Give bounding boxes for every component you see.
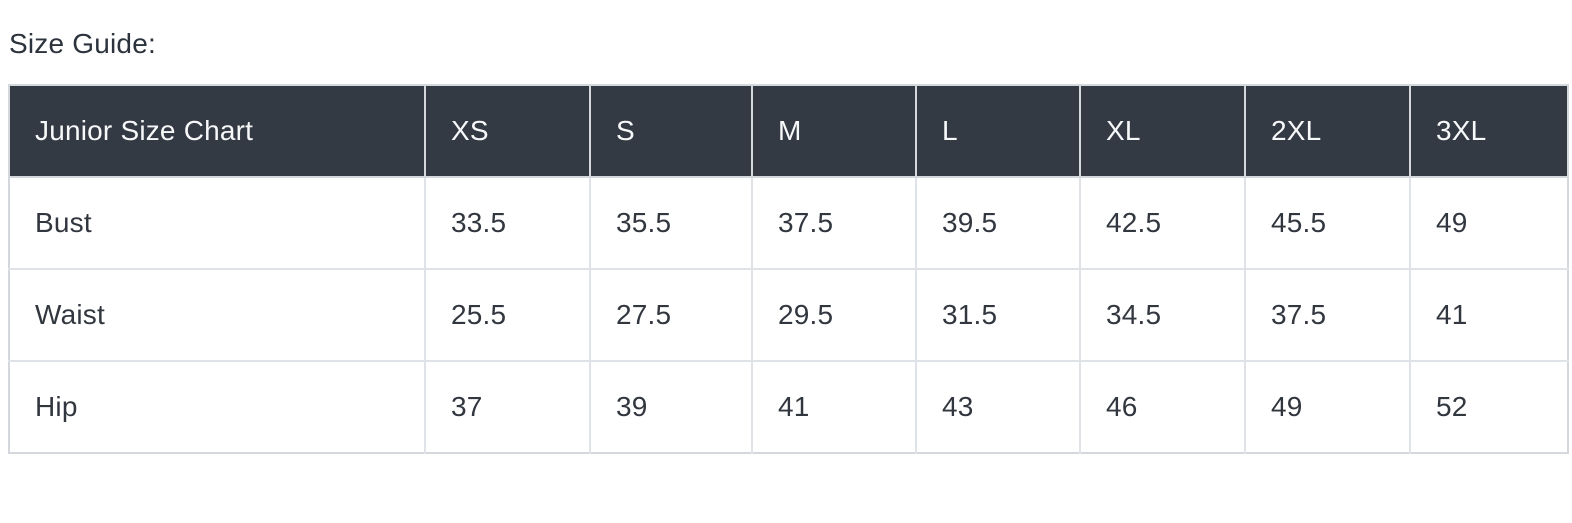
table-cell: 34.5	[1079, 268, 1245, 361]
header-cell-l: L	[915, 85, 1080, 178]
table-cell: 39.5	[915, 177, 1080, 269]
table-cell: 43	[915, 360, 1080, 453]
table-cell: 41	[1409, 268, 1568, 361]
table-cell: 41	[751, 360, 916, 453]
table-cell: 49	[1244, 360, 1410, 453]
size-guide-section: Size Guide: Junior Size Chart XS S M L X…	[0, 28, 1572, 523]
table-cell: 27.5	[589, 268, 752, 361]
junior-size-chart-table: Junior Size Chart XS S M L XL 2XL 3XL Bu…	[8, 84, 1569, 454]
table-row-waist: Waist 25.5 27.5 29.5 31.5 34.5 37.5 41	[9, 268, 1568, 361]
table-row-bust: Bust 33.5 35.5 37.5 39.5 42.5 45.5 49	[9, 177, 1568, 269]
table-header-row: Junior Size Chart XS S M L XL 2XL 3XL	[9, 85, 1568, 178]
header-cell-xs: XS	[424, 85, 590, 178]
table-cell: 33.5	[424, 177, 590, 269]
table-cell: 37.5	[751, 177, 916, 269]
header-cell-s: S	[589, 85, 752, 178]
header-cell-3xl: 3XL	[1409, 85, 1568, 178]
header-cell-xl: XL	[1079, 85, 1245, 178]
table-cell: 52	[1409, 360, 1568, 453]
table-cell: 49	[1409, 177, 1568, 269]
header-cell-chart-name: Junior Size Chart	[9, 85, 425, 178]
table-cell: 37	[424, 360, 590, 453]
table-cell: 37.5	[1244, 268, 1410, 361]
table-cell: 35.5	[589, 177, 752, 269]
size-guide-title: Size Guide:	[9, 28, 156, 59]
table-cell: 25.5	[424, 268, 590, 361]
table-cell: 29.5	[751, 268, 916, 361]
header-cell-2xl: 2XL	[1244, 85, 1410, 178]
row-label-hip: Hip	[9, 360, 425, 453]
row-label-waist: Waist	[9, 268, 425, 361]
table-cell: 45.5	[1244, 177, 1410, 269]
table-cell: 46	[1079, 360, 1245, 453]
table-row-hip: Hip 37 39 41 43 46 49 52	[9, 360, 1568, 453]
header-cell-m: M	[751, 85, 916, 178]
table-cell: 39	[589, 360, 752, 453]
table-cell: 42.5	[1079, 177, 1245, 269]
row-label-bust: Bust	[9, 177, 425, 269]
table-cell: 31.5	[915, 268, 1080, 361]
